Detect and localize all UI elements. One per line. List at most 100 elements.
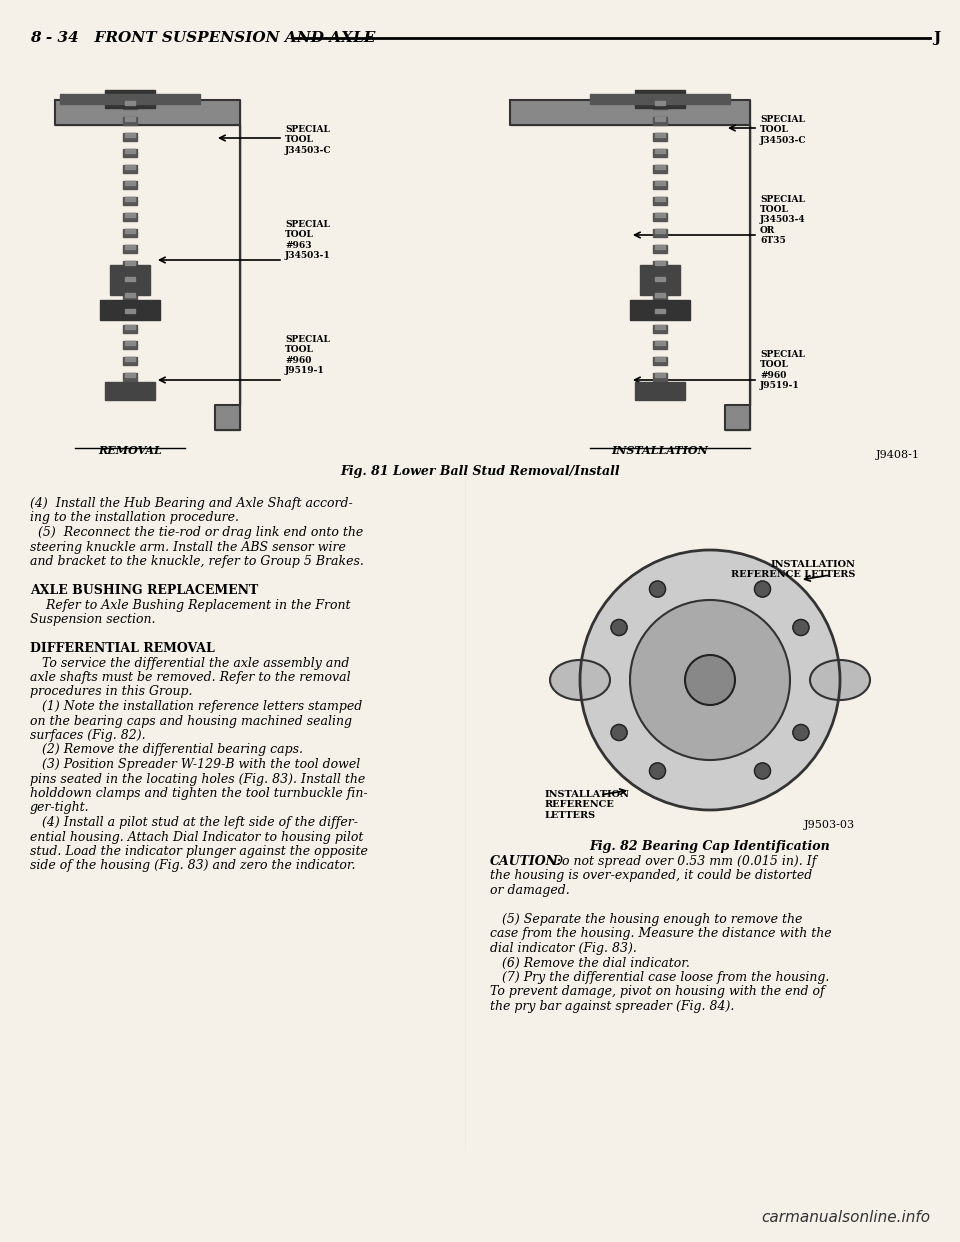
Bar xyxy=(653,356,667,365)
Bar xyxy=(125,277,135,281)
Circle shape xyxy=(580,550,840,810)
Text: INSTALLATION: INSTALLATION xyxy=(612,445,708,456)
Bar xyxy=(125,117,135,120)
Bar xyxy=(655,197,665,201)
Text: procedures in this Group.: procedures in this Group. xyxy=(30,686,193,698)
Bar xyxy=(125,342,135,345)
Bar xyxy=(123,212,137,221)
Bar xyxy=(123,117,137,125)
Bar xyxy=(655,117,665,120)
Text: Suspension section.: Suspension section. xyxy=(30,614,156,626)
Bar xyxy=(123,342,137,349)
Text: J9503-03: J9503-03 xyxy=(804,820,855,830)
Bar xyxy=(653,133,667,142)
Bar xyxy=(123,356,137,365)
Bar xyxy=(655,373,665,378)
Bar xyxy=(655,356,665,361)
Text: J: J xyxy=(933,31,940,45)
Text: SPECIAL
TOOL
J34503-C: SPECIAL TOOL J34503-C xyxy=(285,125,331,155)
Bar xyxy=(655,277,665,281)
Bar xyxy=(655,293,665,297)
Bar xyxy=(655,229,665,233)
Bar xyxy=(653,342,667,349)
Bar xyxy=(125,165,135,169)
Bar xyxy=(125,373,135,378)
Polygon shape xyxy=(510,101,750,430)
Bar xyxy=(653,373,667,381)
Bar xyxy=(105,89,155,108)
Bar xyxy=(105,383,155,400)
Bar xyxy=(123,373,137,381)
Text: Fig. 81 Lower Ball Stud Removal/Install: Fig. 81 Lower Ball Stud Removal/Install xyxy=(340,465,620,478)
Bar xyxy=(653,149,667,156)
Bar xyxy=(125,309,135,313)
Text: stud. Load the indicator plunger against the opposite: stud. Load the indicator plunger against… xyxy=(30,845,368,858)
Circle shape xyxy=(793,620,809,636)
Polygon shape xyxy=(55,101,240,430)
Text: CAUTION:: CAUTION: xyxy=(490,854,563,868)
Polygon shape xyxy=(510,130,710,400)
Text: 8 - 34   FRONT SUSPENSION AND AXLE: 8 - 34 FRONT SUSPENSION AND AXLE xyxy=(30,31,375,45)
Text: Refer to Axle Bushing Replacement in the Front: Refer to Axle Bushing Replacement in the… xyxy=(30,599,350,611)
Bar xyxy=(125,229,135,233)
Text: ing to the installation procedure.: ing to the installation procedure. xyxy=(30,512,239,524)
Bar xyxy=(123,165,137,173)
Text: (4)  Install the Hub Bearing and Axle Shaft accord-: (4) Install the Hub Bearing and Axle Sha… xyxy=(30,497,352,510)
Bar xyxy=(655,181,665,185)
Text: pins seated in the locating holes (Fig. 83). Install the: pins seated in the locating holes (Fig. … xyxy=(30,773,365,785)
Bar xyxy=(123,245,137,253)
Bar xyxy=(653,261,667,270)
Text: Do not spread over 0.53 mm (0.015 in). If: Do not spread over 0.53 mm (0.015 in). I… xyxy=(552,854,816,868)
Bar xyxy=(653,277,667,284)
Bar xyxy=(123,181,137,189)
Bar xyxy=(653,181,667,189)
Text: steering knuckle arm. Install the ABS sensor wire: steering knuckle arm. Install the ABS se… xyxy=(30,540,346,554)
Bar xyxy=(125,101,135,106)
Text: SPECIAL
TOOL
#960
J9519-1: SPECIAL TOOL #960 J9519-1 xyxy=(285,335,330,375)
Text: AXLE BUSHING REPLACEMENT: AXLE BUSHING REPLACEMENT xyxy=(30,584,258,597)
Circle shape xyxy=(685,655,735,705)
Bar xyxy=(655,212,665,217)
Bar xyxy=(655,245,665,248)
Polygon shape xyxy=(55,130,200,400)
Circle shape xyxy=(755,581,771,597)
Text: case from the housing. Measure the distance with the: case from the housing. Measure the dista… xyxy=(490,928,831,940)
Circle shape xyxy=(650,763,665,779)
Bar xyxy=(100,301,160,320)
Text: axle shafts must be removed. Refer to the removal: axle shafts must be removed. Refer to th… xyxy=(30,671,350,684)
Text: (4) Install a pilot stud at the left side of the differ-: (4) Install a pilot stud at the left sid… xyxy=(30,816,358,828)
Bar xyxy=(653,197,667,205)
Bar xyxy=(635,89,685,108)
Text: (1) Note the installation reference letters stamped: (1) Note the installation reference lett… xyxy=(30,700,362,713)
Bar xyxy=(653,229,667,237)
Bar xyxy=(123,277,137,284)
Text: To service the differential the axle assembly and: To service the differential the axle ass… xyxy=(30,657,349,669)
Bar xyxy=(125,356,135,361)
Bar xyxy=(125,261,135,265)
Text: DIFFERENTIAL REMOVAL: DIFFERENTIAL REMOVAL xyxy=(30,642,215,655)
Bar xyxy=(590,94,730,104)
Bar xyxy=(653,117,667,125)
Ellipse shape xyxy=(550,660,610,700)
Text: dial indicator (Fig. 83).: dial indicator (Fig. 83). xyxy=(490,941,636,955)
Bar xyxy=(655,325,665,329)
Bar xyxy=(123,325,137,333)
Text: REMOVAL: REMOVAL xyxy=(98,445,162,456)
Text: side of the housing (Fig. 83) and zero the indicator.: side of the housing (Fig. 83) and zero t… xyxy=(30,859,355,872)
Text: holddown clamps and tighten the tool turnbuckle fin-: holddown clamps and tighten the tool tur… xyxy=(30,787,368,800)
Bar xyxy=(125,293,135,297)
Bar xyxy=(635,383,685,400)
Text: SPECIAL
TOOL
J34503-4
OR
6T35: SPECIAL TOOL J34503-4 OR 6T35 xyxy=(760,195,805,246)
Bar xyxy=(653,293,667,301)
Bar xyxy=(640,265,680,296)
Circle shape xyxy=(612,620,627,636)
Text: J9408-1: J9408-1 xyxy=(876,450,920,460)
Bar xyxy=(653,212,667,221)
Text: and bracket to the knuckle, refer to Group 5 Brakes.: and bracket to the knuckle, refer to Gro… xyxy=(30,555,364,568)
Bar xyxy=(653,101,667,109)
Circle shape xyxy=(650,581,665,597)
Bar xyxy=(653,165,667,173)
Bar xyxy=(653,309,667,317)
Text: INSTALLATION
REFERENCE
LETTERS: INSTALLATION REFERENCE LETTERS xyxy=(545,790,630,820)
Bar xyxy=(655,261,665,265)
